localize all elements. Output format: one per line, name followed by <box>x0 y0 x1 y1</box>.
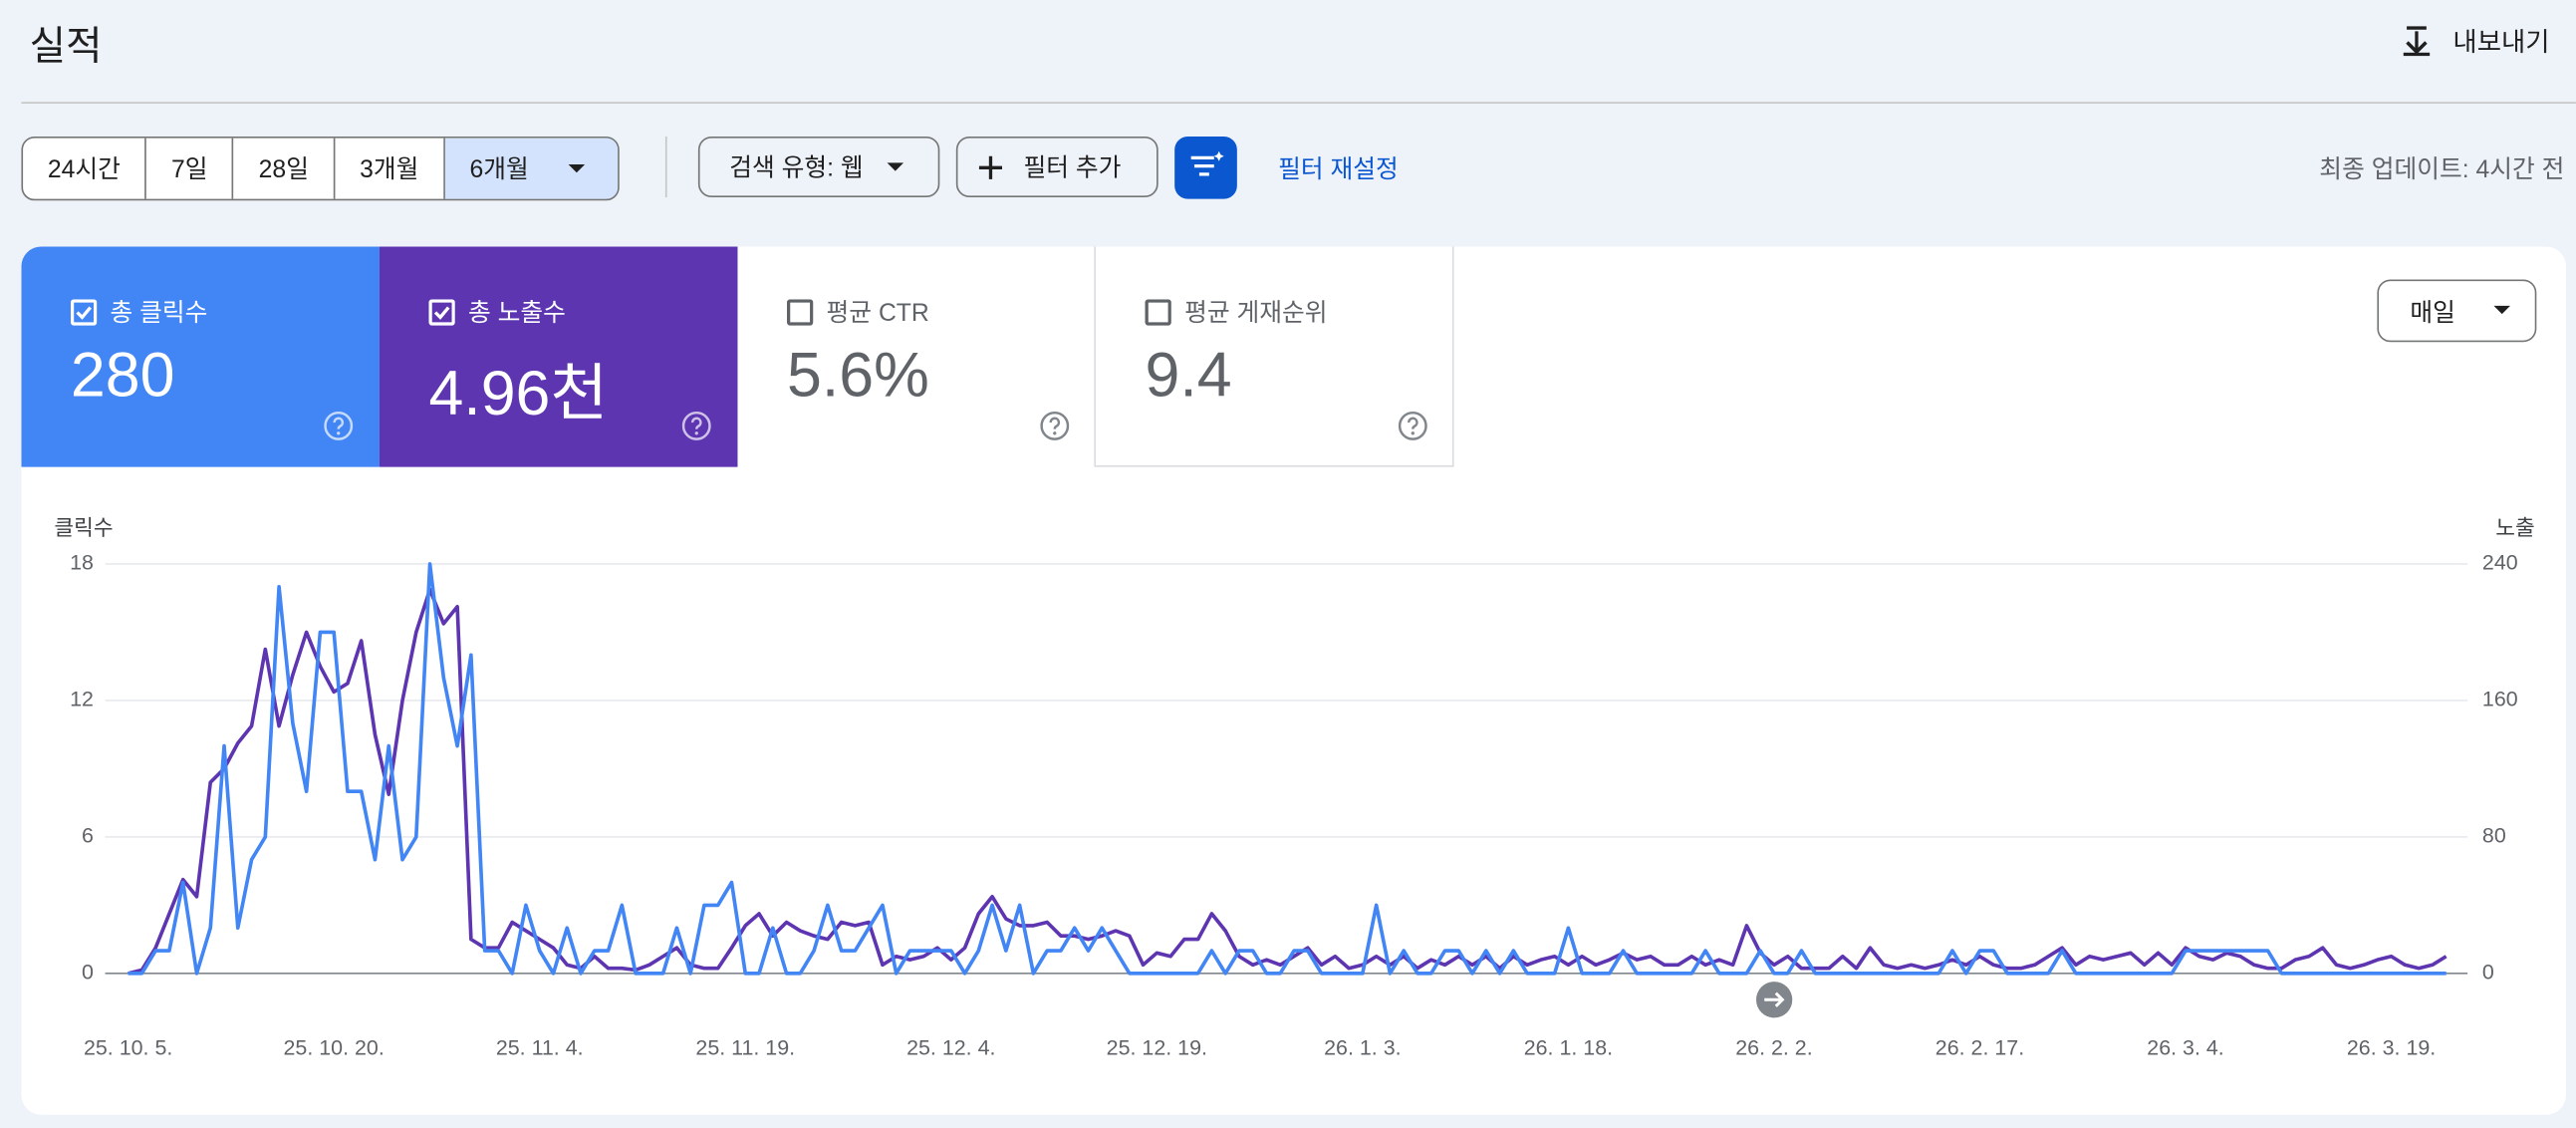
range-button[interactable]: 7일 <box>146 138 234 199</box>
dropdown-arrow <box>886 161 903 170</box>
x-tick-label: 25. 11. 19. <box>695 1035 795 1059</box>
date-range-group: 24시간 7일 28일 3개월 6개월 <box>21 136 620 201</box>
header-divider <box>21 102 2576 104</box>
y-tick-label: 0 <box>82 961 94 985</box>
checkbox <box>786 298 814 325</box>
metric-card[interactable]: 평균 CTR 5.6% <box>737 246 1097 467</box>
checkbox-checked <box>70 298 98 325</box>
x-tick-label: 25. 10. 5. <box>84 1035 172 1059</box>
y2-tick-label: 0 <box>2482 961 2494 985</box>
x-tick-label: 26. 3. 4. <box>2147 1035 2223 1059</box>
add-filter-label: 필터 추가 <box>1023 154 1122 183</box>
search-type-button[interactable]: 검색 유형: 웹 <box>697 136 940 198</box>
granularity-dropdown[interactable]: 매일 <box>2377 279 2537 343</box>
granularity-label: 매일 <box>2410 298 2455 327</box>
dropdown-arrow <box>2492 305 2510 315</box>
range-button[interactable]: 3개월 <box>335 138 445 199</box>
metric-label: 총 노출수 <box>468 299 566 328</box>
filter-icon <box>1190 150 1224 176</box>
last-update: 최종 업데이트: 4시간 전 <box>2319 155 2565 184</box>
metric-card[interactable]: 총 노출수 4.96천 <box>379 246 738 467</box>
plus-icon <box>978 154 1003 179</box>
x-tick-label: 26. 2. 17. <box>1935 1035 2024 1059</box>
metric-value: 4.96천 <box>428 360 609 429</box>
help-icon[interactable] <box>1040 411 1070 441</box>
x-tick-label: 25. 10. 20. <box>284 1035 385 1059</box>
y2-tick-label: 80 <box>2482 824 2506 848</box>
range-button[interactable]: 28일 <box>234 138 336 199</box>
metric-label: 총 클릭수 <box>110 299 208 328</box>
export-button[interactable]: 내보내기 <box>2401 20 2550 60</box>
y2-tick-label: 240 <box>2482 551 2518 575</box>
x-tick-label: 26. 2. 2. <box>1735 1035 1812 1059</box>
help-icon[interactable] <box>681 411 711 441</box>
metric-card[interactable]: 총 클릭수 280 <box>21 246 380 467</box>
y-tick-label: 6 <box>82 824 94 848</box>
x-tick-label: 26. 3. 19. <box>2347 1035 2436 1059</box>
metric-label: 평균 CTR <box>826 299 929 328</box>
lines <box>128 562 2447 976</box>
grid: 0 6 12 18 0 80 160 240 25. 10. 5. 25. 10. 20. 25. … <box>70 551 2518 1060</box>
help-icon[interactable] <box>324 411 354 441</box>
y-tick-label: 12 <box>70 688 94 711</box>
checkbox <box>1145 298 1171 325</box>
page-title: 실적 <box>29 24 103 70</box>
dropdown-arrow <box>568 163 585 172</box>
x-tick-label: 25. 12. 4. <box>906 1035 995 1059</box>
help-icon[interactable] <box>1398 411 1427 441</box>
y2-tick-label: 160 <box>2482 688 2518 711</box>
x-tick-label: 25. 12. 19. <box>1107 1035 1207 1059</box>
series-line <box>128 562 2447 976</box>
y-axis-title: 클릭수 <box>54 516 113 540</box>
metric-value: 9.4 <box>1145 342 1232 412</box>
scroll-button[interactable] <box>1755 982 1793 1018</box>
x-tick-label: 25. 11. 4. <box>496 1035 584 1059</box>
metric-label: 평균 게재순위 <box>1184 299 1328 328</box>
toolbar-divider <box>664 136 667 198</box>
filter-settings-button[interactable] <box>1174 136 1237 199</box>
y-tick-label: 18 <box>70 551 94 575</box>
reset-filter-link[interactable]: 필터 재설정 <box>1278 155 1399 184</box>
range-button[interactable]: 24시간 <box>23 138 147 199</box>
add-filter-button[interactable]: 필터 추가 <box>955 136 1159 198</box>
range-button-selected[interactable]: 6개월 <box>444 138 618 199</box>
download-icon <box>2403 26 2431 57</box>
x-tick-label: 26. 1. 3. <box>1324 1035 1401 1059</box>
metric-card[interactable]: 평균 게재순위 9.4 <box>1096 246 1454 467</box>
metric-value: 280 <box>70 342 175 412</box>
search-type-label: 검색 유형: 웹 <box>729 154 864 183</box>
export-label: 내보내기 <box>2452 29 2550 58</box>
checkbox-checked <box>428 298 455 325</box>
range-label: 6개월 <box>469 155 529 184</box>
metric-value: 5.6% <box>786 342 929 412</box>
x-tick-label: 26. 1. 18. <box>1524 1035 1613 1059</box>
y2-axis-title: 노출 <box>2495 516 2534 540</box>
